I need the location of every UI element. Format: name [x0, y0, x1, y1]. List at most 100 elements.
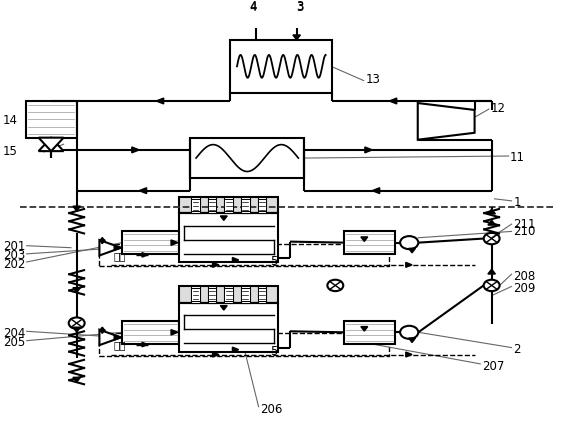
Polygon shape	[171, 240, 178, 246]
Bar	[208, 198, 216, 214]
Bar	[224, 199, 233, 212]
Polygon shape	[114, 245, 121, 251]
Bar	[191, 199, 200, 212]
Bar	[179, 287, 278, 303]
Bar	[179, 198, 278, 214]
Polygon shape	[488, 209, 495, 215]
Polygon shape	[99, 240, 105, 244]
Bar	[122, 232, 179, 254]
Text: 11: 11	[510, 151, 525, 164]
Polygon shape	[73, 378, 80, 382]
Bar	[241, 198, 250, 214]
Text: 211: 211	[513, 217, 536, 230]
Text: 电能: 电能	[114, 340, 126, 350]
Polygon shape	[406, 352, 412, 357]
Bar	[25, 102, 77, 138]
Text: 1: 1	[513, 196, 521, 208]
Polygon shape	[99, 330, 105, 334]
Text: 电能: 电能	[114, 250, 126, 260]
Text: 3: 3	[296, 1, 303, 14]
Polygon shape	[99, 238, 105, 242]
Polygon shape	[99, 240, 121, 256]
Text: 4: 4	[249, 1, 257, 14]
Text: 206: 206	[260, 403, 282, 415]
Bar	[208, 199, 216, 212]
Polygon shape	[212, 263, 219, 268]
Text: 5: 5	[270, 344, 277, 357]
Polygon shape	[409, 249, 416, 253]
Text: 201: 201	[3, 240, 25, 253]
Bar	[99, 244, 389, 266]
Polygon shape	[99, 328, 105, 331]
Circle shape	[400, 237, 418, 250]
Text: 13: 13	[366, 73, 381, 86]
Polygon shape	[409, 338, 416, 343]
Bar	[344, 321, 395, 344]
Polygon shape	[73, 207, 80, 212]
Polygon shape	[38, 138, 64, 152]
Polygon shape	[232, 347, 239, 352]
Polygon shape	[361, 327, 368, 331]
Bar	[179, 214, 278, 262]
Bar	[230, 41, 332, 94]
Bar	[191, 287, 200, 303]
Text: 202: 202	[3, 257, 25, 270]
Bar	[224, 198, 233, 214]
Polygon shape	[212, 352, 219, 357]
Bar	[258, 199, 266, 212]
Bar	[224, 289, 233, 301]
Polygon shape	[365, 148, 373, 153]
Polygon shape	[232, 258, 239, 263]
Polygon shape	[139, 188, 146, 194]
Bar	[258, 198, 266, 214]
Polygon shape	[73, 288, 80, 293]
Bar	[191, 198, 200, 214]
Polygon shape	[156, 99, 164, 105]
Bar	[179, 303, 278, 352]
Bar	[241, 199, 250, 212]
Bar	[99, 334, 389, 356]
Polygon shape	[99, 330, 121, 345]
Text: 2: 2	[513, 343, 521, 356]
Bar	[241, 287, 250, 303]
Bar	[258, 289, 266, 301]
Text: 208: 208	[513, 269, 536, 282]
Polygon shape	[132, 148, 139, 153]
Polygon shape	[38, 138, 64, 152]
Polygon shape	[488, 269, 495, 274]
Text: 209: 209	[513, 282, 536, 294]
Text: 4: 4	[249, 0, 257, 13]
Circle shape	[400, 326, 418, 339]
Polygon shape	[220, 216, 227, 221]
Text: 14: 14	[3, 113, 18, 127]
Text: 210: 210	[513, 225, 536, 237]
Polygon shape	[220, 306, 227, 311]
Polygon shape	[373, 188, 379, 194]
Bar	[191, 138, 304, 179]
Polygon shape	[73, 328, 80, 332]
Bar	[122, 321, 179, 344]
Text: 12: 12	[491, 102, 506, 115]
Bar	[191, 289, 200, 301]
Bar	[344, 232, 395, 254]
Polygon shape	[252, 18, 259, 23]
Text: 205: 205	[3, 336, 25, 349]
Bar	[208, 289, 216, 301]
Text: 5: 5	[270, 254, 277, 268]
Polygon shape	[488, 221, 495, 226]
Text: 203: 203	[3, 249, 25, 261]
Polygon shape	[361, 237, 368, 242]
Polygon shape	[114, 335, 121, 340]
Bar	[258, 287, 266, 303]
Bar	[241, 289, 250, 301]
Bar	[208, 287, 216, 303]
Text: 3: 3	[296, 0, 303, 13]
Text: 207: 207	[482, 359, 505, 372]
Polygon shape	[418, 104, 475, 141]
Polygon shape	[389, 99, 397, 105]
Bar	[224, 287, 233, 303]
Text: 15: 15	[3, 145, 18, 158]
Polygon shape	[171, 330, 178, 335]
Text: 204: 204	[3, 326, 25, 339]
Polygon shape	[142, 343, 148, 347]
